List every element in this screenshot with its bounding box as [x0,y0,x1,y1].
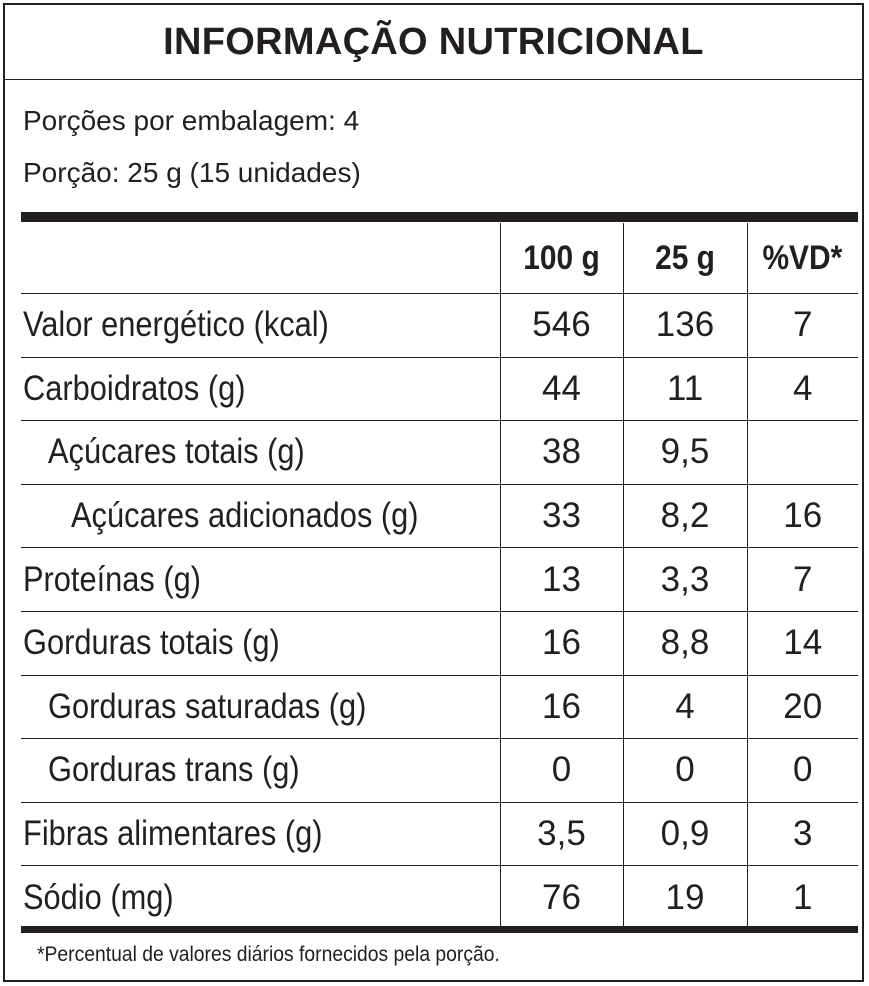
value-per-100g: 16 [499,675,623,740]
table-row: Gorduras totais (g) 16 8,8 14 [21,611,858,676]
header-blank-cell [21,223,500,294]
table-row: Fibras alimentares (g) 3,5 0,9 3 [21,802,858,867]
daily-value-percent: 0 [746,738,858,803]
table-row: Valor energético (kcal) 546 136 7 [21,293,858,358]
nutrient-name: Fibras alimentares (g) [21,802,500,867]
table-row: Proteínas (g) 13 3,3 7 [21,547,858,612]
nutrition-facts-label: INFORMAÇÃO NUTRICIONAL Porções por embal… [3,3,864,982]
value-per-100g: 33 [499,484,623,549]
daily-value-percent: 7 [746,293,858,358]
nutrient-name: Proteínas (g) [21,547,500,612]
daily-value-percent: 14 [746,611,858,676]
table-row: Sódio (mg) 76 19 1 [21,865,858,929]
nutrient-name: Sódio (mg) [23,877,174,917]
daily-value-percent: 4 [746,357,858,422]
nutrient-name: Açúcares adicionados (g) [21,484,500,549]
value-per-serving: 19 [622,865,747,929]
daily-value-percent [746,420,858,485]
footnote: *Percentual de valores diários fornecido… [37,943,500,966]
daily-value-percent: 3 [746,802,858,867]
daily-value-percent: 16 [746,484,858,549]
table-header-row: 100 g 25 g %VD* [21,223,858,294]
header-per-100g: 100 g [499,223,623,294]
value-per-100g: 76 [499,865,623,929]
value-per-serving: 3,3 [622,547,747,612]
value-per-serving: 136 [622,293,747,358]
value-per-100g: 16 [499,611,623,676]
value-per-100g: 38 [499,420,623,485]
table-row: Gorduras trans (g) 0 0 0 [21,738,858,803]
daily-value-percent: 7 [746,547,858,612]
nutrient-name: Gorduras trans (g) [21,738,500,803]
serving-size: Porção: 25 g (15 unidades) [23,157,361,188]
table-row: Gorduras saturadas (g) 16 4 20 [21,675,858,740]
value-per-serving: 4 [622,675,747,740]
table-row: Carboidratos (g) 44 11 4 [21,357,858,422]
top-divider-bar [21,212,858,222]
nutrient-name: Valor energético (kcal) [21,293,500,358]
header-per-serving: 25 g [622,223,747,294]
value-per-serving: 0,9 [622,802,747,867]
value-per-serving: 8,2 [622,484,747,549]
daily-value-percent: 1 [746,865,858,929]
header-daily-value: %VD* [746,223,858,294]
table-row: Açúcares adicionados (g) 33 8,2 16 [21,484,858,549]
value-per-100g: 13 [499,547,623,612]
bottom-divider-bar [21,926,858,933]
value-per-serving: 9,5 [622,420,747,485]
nutrient-name: Gorduras totais (g) [21,611,500,676]
label-title: INFORMAÇÃO NUTRICIONAL [5,5,862,80]
nutrient-name: Gorduras saturadas (g) [21,675,500,740]
value-per-100g: 0 [499,738,623,803]
value-per-serving: 11 [622,357,747,422]
value-per-serving: 0 [622,738,747,803]
servings-per-package: Porções por embalagem: 4 [23,105,360,136]
value-per-serving: 8,8 [622,611,747,676]
nutrition-table: 100 g 25 g %VD* Valor energético (kcal) … [21,223,858,929]
value-per-100g: 546 [499,293,623,358]
value-per-100g: 44 [499,357,623,422]
table-row: Açúcares totais (g) 38 9,5 [21,420,858,485]
daily-value-percent: 20 [746,675,858,740]
value-per-100g: 3,5 [499,802,623,867]
nutrient-name: Carboidratos (g) [21,357,500,422]
nutrient-name: Açúcares totais (g) [21,420,500,485]
